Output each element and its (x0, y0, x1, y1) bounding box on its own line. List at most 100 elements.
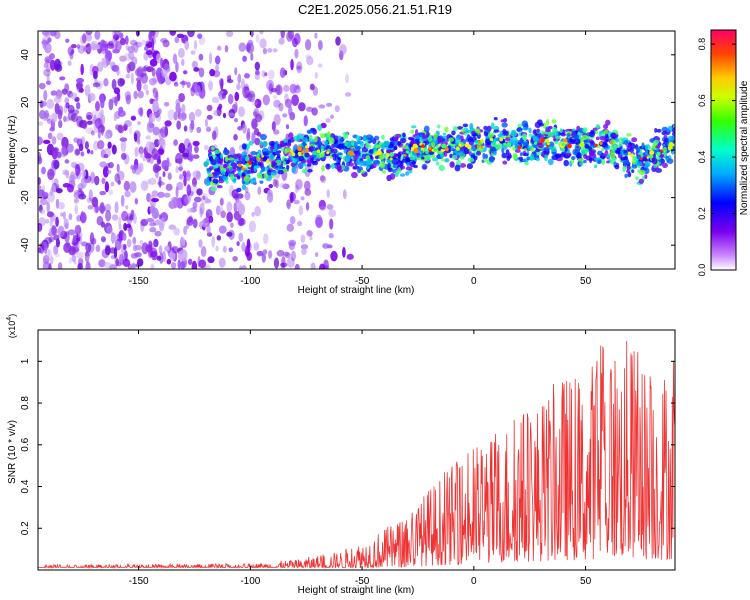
spectral-cell (358, 160, 365, 167)
colorbar-tick-label: 0.2 (697, 207, 707, 220)
spectral-cell (342, 246, 346, 258)
spectral-peak (313, 144, 316, 147)
spectral-cell (157, 191, 165, 198)
spectral-cell (209, 68, 216, 77)
spectral-cell (119, 32, 124, 39)
spectral-cell (130, 72, 134, 85)
spectral-cell (493, 117, 498, 121)
spectral-cell (273, 129, 280, 135)
spectral-cell (238, 42, 247, 52)
spectral-peak (540, 138, 545, 143)
spectral-cell (104, 132, 111, 140)
spectral-cell (84, 141, 89, 150)
spectral-cell (362, 135, 367, 141)
spectral-cell (655, 145, 661, 149)
spectral-cell (38, 247, 42, 254)
spectral-cell (215, 245, 219, 252)
spectral-cell (597, 159, 602, 165)
snr-series-line (38, 340, 675, 570)
spectral-cell (96, 215, 104, 226)
spectral-cell (53, 178, 59, 187)
spectral-cell (305, 202, 310, 211)
spectral-cell (190, 87, 196, 92)
spectral-cell (287, 106, 293, 117)
spectral-cell (88, 189, 93, 202)
spectral-cell (521, 120, 529, 128)
spectral-cell (584, 147, 589, 154)
spectral-cell (175, 61, 179, 73)
spectral-cell (330, 114, 334, 119)
spectral-peak (405, 150, 410, 154)
spectral-peak (420, 147, 425, 151)
spectral-cell (178, 92, 186, 103)
spectral-cell (405, 171, 410, 176)
spectral-peak (627, 151, 631, 155)
spectral-cell (289, 83, 297, 94)
spectral-cell (177, 166, 184, 171)
spectral-cell (94, 175, 100, 186)
spectral-cell (60, 145, 67, 158)
spectral-cell (253, 165, 257, 172)
spectral-cell (107, 141, 112, 149)
spectral-cell (297, 162, 304, 170)
spectral-cell (662, 146, 667, 153)
spectral-cell (149, 227, 157, 233)
spectral-cell (626, 144, 633, 148)
spectral-cell (71, 49, 75, 54)
spectral-cell (294, 48, 299, 59)
spectral-cell (463, 147, 470, 155)
spectral-cell (337, 135, 342, 140)
spectral-cell (166, 258, 172, 265)
spectral-cell (324, 140, 328, 145)
spectral-cell (298, 102, 306, 112)
spectral-cell (409, 155, 416, 161)
spectral-peak (545, 138, 550, 143)
spectral-cell (186, 81, 191, 89)
spectral-cell (416, 152, 421, 156)
spectral-cell (38, 223, 43, 232)
spectral-cell (76, 252, 84, 259)
spectral-cell (501, 122, 508, 128)
spectral-cell (311, 160, 319, 166)
spectral-cell (193, 39, 198, 50)
spectral-cell (186, 184, 192, 197)
spectral-cell (402, 132, 406, 138)
y-tick-label: -20 (20, 190, 31, 205)
spectral-peak (639, 157, 643, 160)
spectral-cell (534, 148, 541, 153)
spectral-cell (119, 137, 128, 142)
spectral-cell (151, 38, 155, 51)
spectral-cell (431, 142, 436, 148)
spectral-cell (66, 184, 74, 193)
colorbar-tick-label: 0.6 (697, 94, 707, 107)
spectral-cell (214, 55, 221, 65)
spectral-cell (145, 89, 149, 96)
spectral-cell (122, 232, 127, 241)
spectral-cell (501, 152, 508, 159)
spectral-cell (152, 126, 160, 136)
spectral-cell (106, 225, 113, 235)
spectral-cell (242, 55, 247, 62)
spectral-cell (158, 176, 162, 188)
spectral-cell (302, 163, 307, 167)
spectral-cell (91, 110, 100, 119)
spectral-cell (54, 252, 60, 258)
spectral-cell (124, 120, 132, 127)
spectral-cell (128, 263, 137, 269)
spectral-cell (148, 177, 157, 186)
spectral-cell (441, 158, 445, 162)
spectral-cell (86, 120, 93, 125)
spectral-cell (264, 72, 268, 77)
spectral-cell (73, 260, 77, 265)
snr-scale-note: (x104) (6, 314, 17, 338)
spectral-cell (222, 148, 230, 156)
spectral-cell (238, 218, 246, 226)
spectral-cell (152, 100, 159, 113)
colorbar-ticks: 0.0 0.2 0.4 0.6 0.8 (697, 38, 736, 276)
spectral-cell (92, 65, 99, 75)
spectral-cell (323, 265, 330, 269)
spectral-cell (47, 191, 55, 203)
spectral-cell (156, 255, 162, 261)
spectral-cell (656, 128, 662, 133)
spectral-cell (141, 242, 149, 255)
